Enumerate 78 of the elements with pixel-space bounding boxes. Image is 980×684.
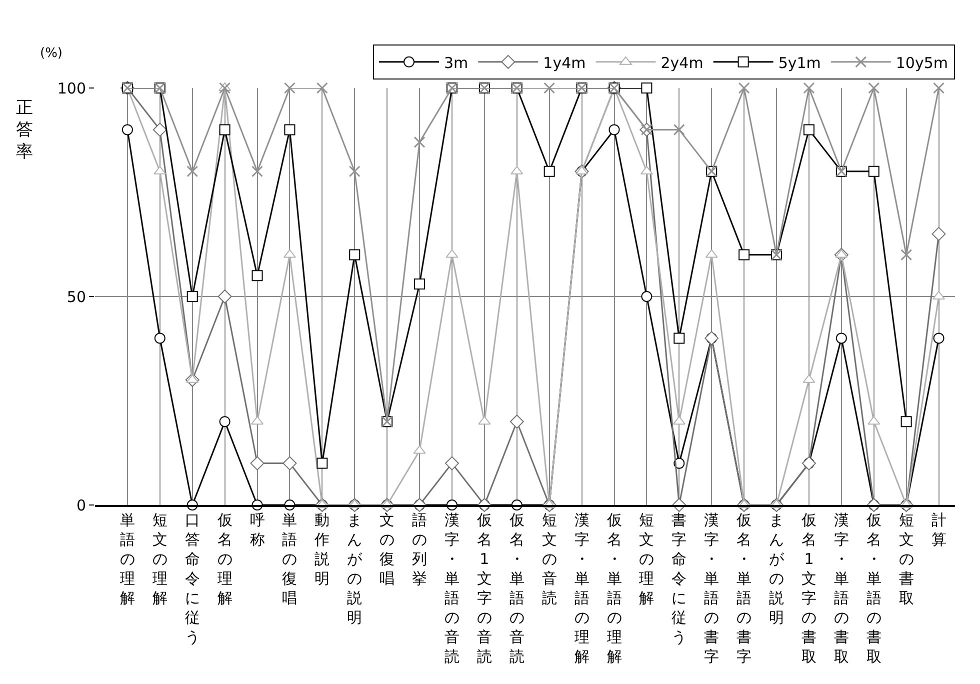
point: [510, 414, 524, 429]
y-tick-label: 100: [57, 79, 86, 98]
x-tick-label: 仮名1文字の書取: [800, 511, 816, 666]
point: [544, 82, 556, 94]
x-tick-label: 短文の書取: [898, 511, 914, 607]
x-tick-label: 動作説明: [314, 511, 330, 588]
point: [608, 124, 620, 136]
point: [414, 136, 426, 148]
x-tick-label: 呼称: [250, 511, 265, 548]
point: [186, 166, 198, 178]
x-tick-label: 漢字・単語の書字: [704, 511, 720, 666]
point: [186, 291, 198, 302]
x-tick-label: 口答命令に従う: [184, 511, 200, 646]
point: [219, 82, 231, 94]
point: [900, 249, 912, 261]
point: [349, 249, 360, 260]
point: [348, 166, 360, 178]
x-tick-label: 短文の音読: [542, 511, 557, 607]
point: [154, 332, 166, 344]
point: [641, 291, 652, 302]
x-tick-label: 文の復唱: [380, 511, 395, 588]
x-tick-label: 仮名・単語の音読: [508, 511, 524, 666]
point: [284, 124, 296, 136]
x-tick-label: 単語の理解: [120, 511, 135, 607]
point: [868, 82, 880, 94]
point: [316, 82, 328, 94]
point: [414, 278, 426, 290]
point: [738, 82, 750, 94]
legend-label: 10y5m: [896, 54, 948, 72]
x-tick-label: 仮名・単語の理解: [606, 511, 622, 666]
point: [250, 456, 264, 470]
x-tick-label: 仮名・単語の書字: [736, 511, 752, 666]
point: [252, 166, 264, 178]
legend-label: 5y1m: [778, 54, 821, 72]
y-tick-label: 0: [76, 496, 86, 514]
x-tick-label: 短文の理解: [152, 511, 168, 607]
point: [219, 416, 230, 428]
point: [803, 82, 815, 94]
y-axis-title: 正答率: [16, 98, 33, 162]
x-tick-label: 仮名1文字の音読: [476, 511, 492, 666]
x-tick-label: 語の列挙: [412, 511, 428, 588]
x-tick-label: 計算: [931, 511, 946, 548]
x-tick-label: 書字命令に従う: [672, 511, 687, 646]
x-tick-label: まんがの説明: [347, 511, 364, 626]
point: [122, 124, 133, 136]
point: [932, 226, 946, 241]
legend-label: 2y4m: [660, 54, 704, 72]
point: [900, 416, 912, 428]
point: [933, 82, 945, 94]
x-tick-label: 漢字・単語の理解: [574, 511, 590, 666]
text: (%): [40, 46, 62, 61]
legend-label: 3m: [444, 54, 468, 72]
point: [152, 122, 167, 137]
point: [219, 124, 230, 136]
point: [316, 458, 328, 469]
x-tick-label: 漢字・単語の書取: [834, 511, 849, 666]
point: [868, 166, 880, 177]
x-tick-label: 仮名の理解: [216, 511, 232, 607]
x-tick-label: 漢字・単語の音読: [444, 511, 460, 666]
point: [218, 290, 232, 304]
point: [803, 124, 814, 136]
x-tick-label: 単語の復唱: [282, 511, 298, 607]
point: [673, 124, 685, 136]
legend-label: 1y4m: [543, 54, 586, 72]
point: [544, 166, 555, 177]
x-tick-label: 仮名・単語の書取: [865, 511, 882, 666]
point: [641, 82, 652, 94]
y-tick-label: 50: [66, 288, 86, 306]
point: [444, 456, 459, 470]
point: [674, 332, 685, 344]
point: [252, 270, 263, 282]
point: [836, 332, 847, 344]
x-tick-label: まんがの説明: [769, 511, 786, 626]
point: [284, 82, 296, 94]
point: [738, 249, 750, 260]
point: [933, 332, 944, 344]
point: [282, 456, 297, 470]
x-tick-label: 短文の理解: [639, 511, 654, 607]
